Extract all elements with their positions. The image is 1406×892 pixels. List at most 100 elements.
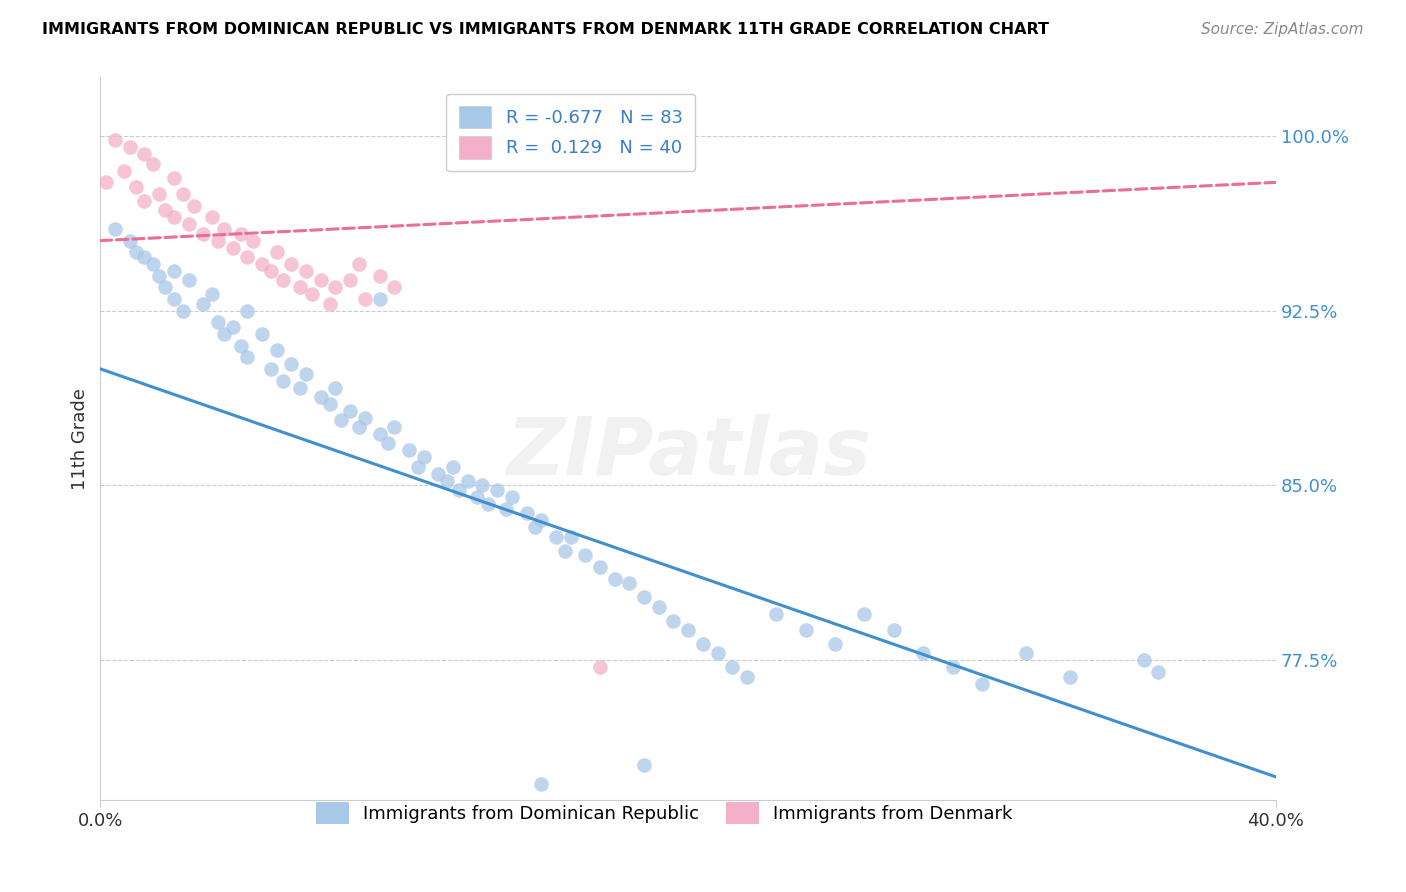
Point [271,273,294,287]
Text: Source: ZipAtlas.com: Source: ZipAtlas.com [1201,22,1364,37]
Point [112,163,135,178]
Point [325,280,347,294]
Point [221,319,243,334]
Point [354,410,377,425]
Point [309,390,332,404]
Point [301,287,323,301]
Point [295,264,318,278]
Point [280,257,302,271]
Point [347,257,370,271]
Point [1015,646,1038,660]
Point [544,530,567,544]
Point [124,180,146,194]
Point [382,280,405,294]
Point [721,660,744,674]
Point [412,450,434,465]
Point [574,549,596,563]
Point [104,222,127,236]
Point [290,280,312,294]
Point [177,273,200,287]
Point [104,133,127,147]
Point [134,147,156,161]
Point [280,357,302,371]
Point [266,245,288,260]
Point [148,268,170,283]
Point [633,591,655,605]
Point [318,296,340,310]
Point [142,157,165,171]
Point [134,250,156,264]
Point [560,530,582,544]
Point [706,646,728,660]
Point [163,292,186,306]
Point [676,623,699,637]
Point [530,513,553,527]
Point [153,280,176,294]
Point [354,292,377,306]
Point [735,670,758,684]
Point [124,245,146,260]
Point [447,483,470,497]
Point [427,467,450,481]
Point [515,507,537,521]
Point [970,676,993,690]
Point [325,380,347,394]
Point [207,315,229,329]
Point [260,264,283,278]
Point [339,404,361,418]
Point [436,474,458,488]
Point [942,660,965,674]
Point [530,777,553,791]
Point [330,413,353,427]
Point [96,175,118,189]
Point [662,614,685,628]
Point [153,203,176,218]
Point [633,758,655,772]
Point [163,170,186,185]
Point [589,560,612,574]
Point [231,227,253,241]
Point [177,217,200,231]
Point [271,374,294,388]
Point [368,427,391,442]
Point [486,483,509,497]
Point [377,436,399,450]
Point [172,303,194,318]
Point [853,607,876,621]
Point [201,211,224,225]
Point [398,443,420,458]
Point [1147,665,1170,679]
Point [250,257,273,271]
Point [309,273,332,287]
Point [441,459,464,474]
Point [1059,670,1081,684]
Point [142,257,165,271]
Point [339,273,361,287]
Point [201,287,224,301]
Point [250,326,273,341]
Point [471,478,494,492]
Y-axis label: 11th Grade: 11th Grade [72,388,89,490]
Point [495,501,517,516]
Point [193,227,215,241]
Point [824,637,846,651]
Point [163,211,186,225]
Point [212,326,235,341]
Point [221,241,243,255]
Point [1132,653,1154,667]
Point [619,576,641,591]
Point [465,490,488,504]
Point [118,140,141,154]
Point [260,362,283,376]
Point [603,572,626,586]
Point [382,420,405,434]
Point [692,637,714,651]
Point [212,222,235,236]
Point [134,194,156,208]
Point [183,199,205,213]
Point [148,187,170,202]
Point [554,543,576,558]
Point [912,646,935,660]
Point [295,367,318,381]
Point [648,599,671,614]
